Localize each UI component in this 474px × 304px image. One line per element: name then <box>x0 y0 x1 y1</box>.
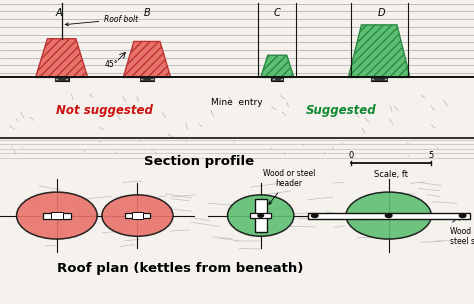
Circle shape <box>311 214 318 217</box>
Circle shape <box>54 214 60 217</box>
Text: Roof plan (kettles from beneath): Roof plan (kettles from beneath) <box>57 261 303 275</box>
Ellipse shape <box>228 195 294 236</box>
Text: 5: 5 <box>428 151 434 160</box>
Bar <box>132 212 143 219</box>
Text: Wood or steel
header: Wood or steel header <box>263 168 315 204</box>
Bar <box>55 78 69 81</box>
Text: C: C <box>274 8 281 18</box>
Text: 0: 0 <box>348 151 354 160</box>
Text: Section profile: Section profile <box>144 155 254 168</box>
Bar <box>271 78 283 81</box>
Ellipse shape <box>17 192 97 239</box>
Bar <box>371 78 374 80</box>
Text: B: B <box>144 8 150 18</box>
Circle shape <box>385 214 392 217</box>
Text: Not suggested: Not suggested <box>56 104 153 117</box>
Bar <box>140 78 154 81</box>
Bar <box>125 213 150 218</box>
Text: 45°: 45° <box>105 60 118 69</box>
Bar <box>43 212 71 219</box>
Bar <box>255 199 266 232</box>
Bar <box>140 78 143 80</box>
Circle shape <box>459 214 466 217</box>
Circle shape <box>258 214 264 217</box>
Text: Roof bolt: Roof bolt <box>65 15 138 26</box>
Ellipse shape <box>102 195 173 236</box>
Polygon shape <box>348 25 410 78</box>
Text: Suggested: Suggested <box>306 104 376 117</box>
Bar <box>371 78 387 81</box>
Ellipse shape <box>346 192 431 239</box>
Polygon shape <box>123 41 171 78</box>
Text: Wood plank or
steel strap: Wood plank or steel strap <box>450 226 474 246</box>
Bar <box>280 78 283 80</box>
Text: Mine  entry: Mine entry <box>211 98 263 107</box>
Bar <box>250 213 272 218</box>
Circle shape <box>135 214 140 217</box>
Text: A: A <box>56 8 63 18</box>
Bar <box>65 78 68 80</box>
Bar <box>272 78 275 80</box>
Polygon shape <box>36 39 88 78</box>
Bar <box>51 212 63 219</box>
Bar <box>308 212 470 219</box>
Bar <box>384 78 387 80</box>
Text: Scale, ft: Scale, ft <box>374 170 408 179</box>
Polygon shape <box>261 55 294 78</box>
Text: D: D <box>378 8 385 18</box>
Bar <box>55 78 58 80</box>
Bar <box>151 78 154 80</box>
